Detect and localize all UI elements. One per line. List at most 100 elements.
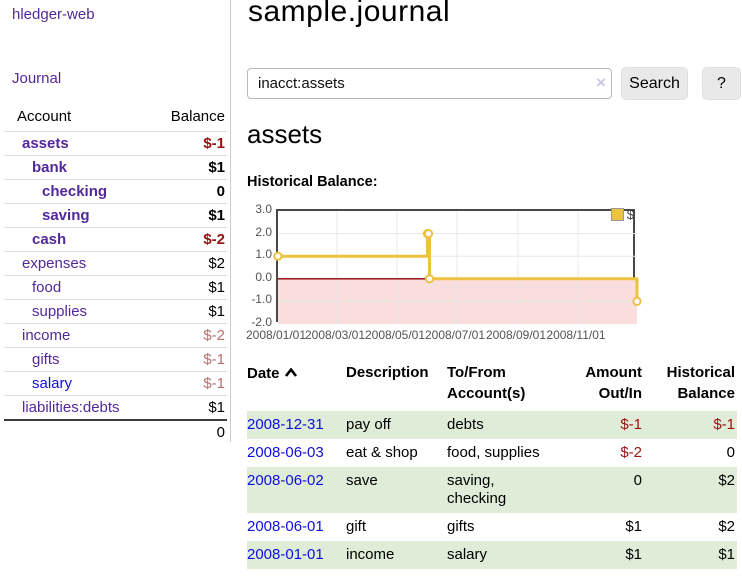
amount-column-header: Amount Out/In bbox=[585, 364, 642, 402]
x-axis-tick-label: 2008/09/01 bbox=[485, 328, 547, 342]
account-link[interactable]: saving bbox=[42, 207, 90, 224]
register-row: 2008-06-03 eat & shop food, supplies $-2 0 bbox=[247, 439, 737, 467]
account-row: supplies $1 bbox=[4, 299, 227, 324]
account-row: gifts $-1 bbox=[4, 347, 227, 372]
account-link[interactable]: gifts bbox=[32, 351, 60, 368]
balance-column-header: Balance bbox=[144, 103, 227, 132]
chart-title: Historical Balance: bbox=[247, 174, 378, 190]
accounts-total-row: 0 bbox=[4, 419, 227, 444]
description-column-header: Description bbox=[346, 364, 429, 381]
account-row: cash $-2 bbox=[4, 227, 227, 252]
transaction-balance: 0 bbox=[726, 444, 735, 461]
transaction-description: save bbox=[346, 467, 447, 513]
chart-svg bbox=[273, 211, 642, 324]
account-link[interactable]: income bbox=[22, 327, 71, 344]
account-link[interactable]: bank bbox=[32, 159, 68, 176]
account-balance: $1 bbox=[144, 275, 227, 300]
transaction-date-link[interactable]: 2008-12-31 bbox=[247, 416, 324, 433]
account-link[interactable]: liabilities:debts bbox=[22, 399, 120, 416]
account-balance: $2 bbox=[144, 251, 227, 276]
transaction-balance: $2 bbox=[644, 467, 737, 513]
transaction-balance: $-1 bbox=[644, 411, 737, 439]
transaction-date-link[interactable]: 2008-06-03 bbox=[247, 444, 324, 461]
account-row: assets $-1 bbox=[4, 131, 227, 156]
y-axis-tick-label: 0.0 bbox=[255, 269, 272, 284]
app-title-link[interactable]: hledger-web bbox=[12, 6, 95, 23]
transaction-amount: $1 bbox=[569, 541, 644, 569]
accounts-table-header: Account Balance bbox=[4, 103, 227, 132]
register-row: 2008-06-02 save saving, checking 0 $2 bbox=[247, 467, 737, 513]
account-row: salary $-1 bbox=[4, 371, 227, 396]
account-row: checking 0 bbox=[4, 179, 227, 204]
transaction-accounts: saving, checking bbox=[447, 467, 569, 513]
y-axis-tick-label: -1.0 bbox=[251, 292, 272, 307]
page-title: sample.journal bbox=[248, 0, 451, 28]
transaction-balance: $2 bbox=[718, 518, 735, 535]
register-row: 2008-01-01 income salary $1 $1 bbox=[247, 541, 737, 569]
transaction-accounts: debts bbox=[447, 411, 569, 439]
account-balance: $-1 bbox=[144, 371, 227, 396]
transaction-amount: $-2 bbox=[620, 444, 642, 461]
account-row: food $1 bbox=[4, 275, 227, 300]
account-heading: assets bbox=[247, 119, 323, 149]
chart-legend: $ bbox=[610, 207, 634, 222]
x-axis-tick-label: 2008/01/01 bbox=[245, 328, 307, 342]
account-link[interactable]: expenses bbox=[22, 255, 87, 272]
account-balance: $1 bbox=[144, 299, 227, 324]
clear-search-icon[interactable]: × bbox=[596, 73, 606, 92]
account-balance: $-2 bbox=[144, 227, 227, 252]
sidebar: hledger-web Journal Account Balance asse… bbox=[0, 0, 231, 444]
legend-swatch-icon bbox=[610, 208, 624, 221]
y-axis-tick-label: 1.0 bbox=[255, 247, 272, 262]
balance-chart: $ 3.0 2.0 1.0 0.0 -1.0 -2.0 2008/01/01 2008/03/… bbox=[246, 202, 646, 344]
transaction-date-link[interactable]: 2008-01-01 bbox=[247, 546, 324, 563]
account-row: liabilities:debts $1 bbox=[4, 395, 227, 421]
sort-ascending-icon[interactable] bbox=[284, 362, 298, 383]
account-balance: $1 bbox=[144, 395, 227, 421]
register-row: 2008-06-01 gift gifts $1 $2 bbox=[247, 513, 737, 541]
account-link[interactable]: checking bbox=[42, 183, 108, 200]
x-axis-tick-label: 2008/05/01 bbox=[364, 328, 426, 342]
account-column-header: Account bbox=[4, 103, 145, 132]
x-axis-tick-label: 2008/11/01 bbox=[546, 328, 606, 342]
account-balance: $-2 bbox=[144, 323, 227, 348]
transaction-accounts: food, supplies bbox=[447, 444, 540, 461]
account-row: bank $1 bbox=[4, 155, 227, 180]
account-link[interactable]: salary bbox=[32, 375, 73, 392]
help-button[interactable]: ? bbox=[702, 67, 741, 100]
y-axis-tick-label: 2.0 bbox=[255, 224, 272, 239]
transaction-balance: $1 bbox=[644, 541, 737, 569]
y-axis-tick-label: -2.0 bbox=[251, 315, 272, 329]
account-balance: $1 bbox=[144, 155, 227, 180]
transaction-accounts: gifts bbox=[447, 518, 475, 535]
balance-column-header: Historical Balance bbox=[666, 364, 735, 402]
transaction-amount: $1 bbox=[625, 518, 642, 535]
register-table-body: 2008-12-31 pay off debts $-1 $-1 2008-06-03 ea… bbox=[247, 411, 737, 569]
search-button[interactable]: Search bbox=[621, 67, 688, 100]
register-table: Date Description To/From Account(s) Amou… bbox=[247, 359, 737, 569]
account-link[interactable]: food bbox=[32, 279, 62, 296]
account-row: income $-2 bbox=[4, 323, 227, 348]
legend-label: $ bbox=[626, 207, 634, 222]
x-axis-tick-label: 2008/03/01 bbox=[304, 328, 366, 342]
date-column-header[interactable]: Date bbox=[247, 359, 346, 411]
transaction-description: pay off bbox=[346, 411, 447, 439]
register-row: 2008-12-31 pay off debts $-1 $-1 bbox=[247, 411, 737, 439]
account-row: saving $1 bbox=[4, 203, 227, 228]
search-input[interactable] bbox=[247, 68, 612, 99]
transaction-amount: 0 bbox=[569, 467, 644, 513]
sidebar-item-journal[interactable]: Journal bbox=[12, 70, 62, 87]
y-axis-tick-label: 3.0 bbox=[255, 202, 272, 216]
chart-plot-area[interactable] bbox=[273, 209, 642, 324]
transaction-amount: $-1 bbox=[569, 411, 644, 439]
account-link[interactable]: assets bbox=[22, 135, 69, 152]
transaction-accounts: salary bbox=[447, 541, 569, 569]
transaction-description: gift bbox=[346, 518, 367, 535]
account-link[interactable]: supplies bbox=[32, 303, 88, 320]
register-table-header: Date Description To/From Account(s) Amou… bbox=[247, 359, 737, 411]
transaction-description: eat & shop bbox=[346, 444, 418, 461]
account-link[interactable]: cash bbox=[32, 231, 67, 248]
transaction-date-link[interactable]: 2008-06-02 bbox=[247, 472, 324, 489]
account-balance: $-1 bbox=[144, 347, 227, 372]
transaction-date-link[interactable]: 2008-06-01 bbox=[247, 518, 324, 535]
